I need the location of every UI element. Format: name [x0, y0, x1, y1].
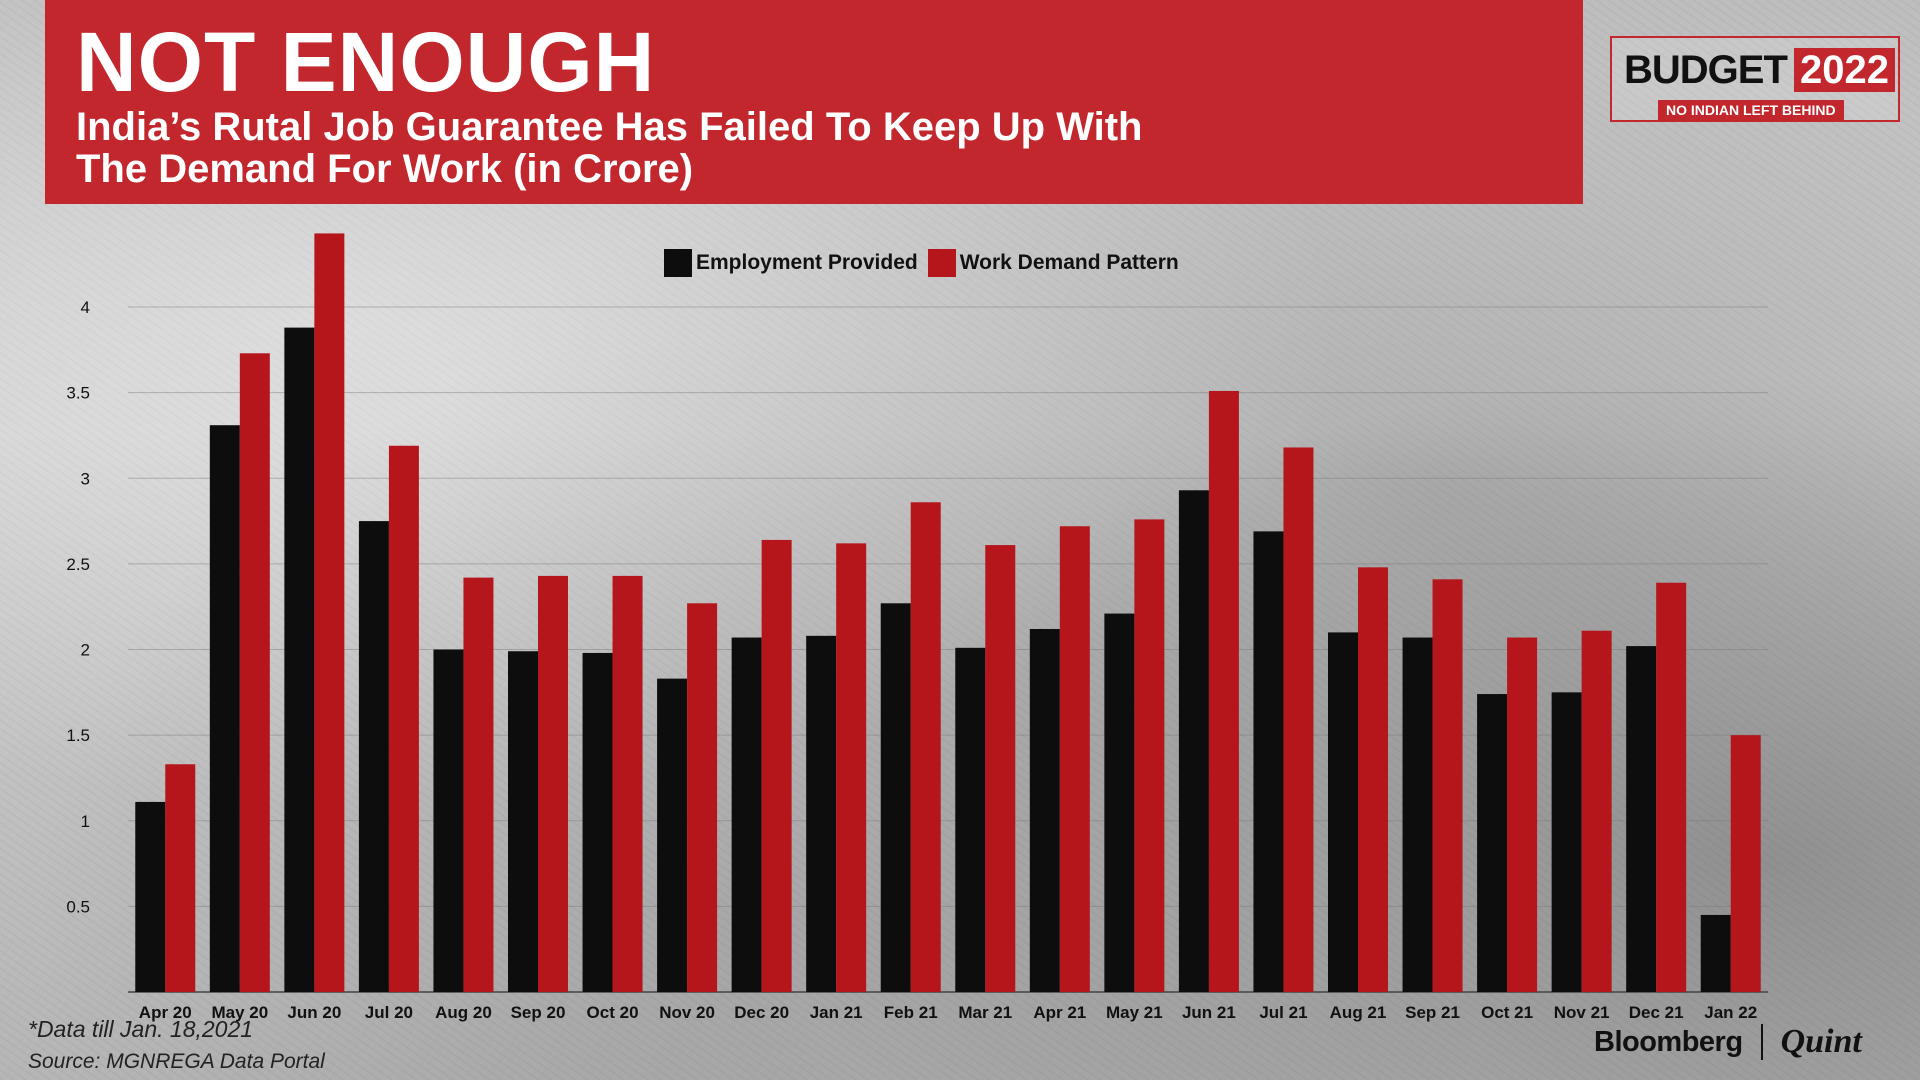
y-tick-label: 0.5 [66, 897, 90, 916]
chart-title: NOT ENOUGH [76, 15, 656, 109]
publisher-logo: Bloomberg Quint [1594, 1022, 1862, 1062]
bar-employment-provided [1104, 613, 1135, 992]
bar-work-demand [1358, 567, 1388, 992]
x-tick-label: Jul 21 [1259, 1003, 1307, 1022]
x-tick-label: Nov 21 [1554, 1003, 1610, 1022]
x-tick-label: Jun 21 [1182, 1003, 1236, 1022]
bar-work-demand [463, 577, 494, 992]
legend-label-demand: Work Demand Pattern [959, 251, 1179, 274]
y-tick-label: 1.5 [66, 726, 90, 745]
bar-employment-provided [1328, 632, 1358, 992]
bar-employment-provided [880, 603, 911, 992]
x-tick-label: Apr 20 [139, 1003, 192, 1022]
x-tick-label: Jun 20 [287, 1003, 341, 1022]
bar-employment-provided [1402, 637, 1433, 992]
legend-swatch-demand [927, 249, 956, 277]
bar-employment-provided [1178, 490, 1209, 992]
bar-employment-provided [1551, 692, 1582, 992]
bar-work-demand [1432, 579, 1463, 992]
bar-employment-provided [358, 521, 389, 992]
title-banner [45, 0, 1583, 204]
bar-work-demand [1730, 735, 1761, 992]
x-tick-label: Dec 20 [734, 1003, 789, 1022]
badge-tagline: NO INDIAN LEFT BEHIND [1658, 100, 1844, 120]
legend-label-employment: Employment Provided [696, 251, 918, 274]
x-tick-label: Aug 20 [435, 1003, 492, 1022]
logo-quint: Quint [1780, 1023, 1862, 1060]
x-tick-label: Jan 22 [1704, 1003, 1757, 1022]
bar-employment-provided [955, 647, 986, 992]
bar-work-demand [612, 575, 643, 992]
bar-work-demand [314, 233, 345, 993]
legend-item-employment: Employment Provided [664, 249, 918, 277]
x-tick-label: Nov 20 [659, 1003, 715, 1022]
legend-swatch-employment [664, 249, 692, 277]
bar-employment-provided [1477, 694, 1508, 992]
bar-work-demand [239, 353, 270, 992]
y-tick-label: 2.5 [66, 555, 90, 574]
x-tick-label: Oct 21 [1481, 1003, 1533, 1022]
bar-work-demand [538, 575, 568, 992]
bar-employment-provided [582, 652, 613, 992]
bar-employment-provided [284, 327, 315, 992]
badge-word: BUDGET [1624, 48, 1788, 92]
bar-work-demand [1581, 630, 1612, 992]
bar-work-demand [761, 539, 792, 992]
y-tick-label: 4 [81, 298, 90, 317]
footnote: *Data till Jan. 18,2021 [28, 1016, 254, 1042]
bar-employment-provided [209, 425, 240, 992]
bar-employment-provided [1626, 646, 1657, 992]
bar-employment-provided [1029, 628, 1060, 992]
badge-year: 2022 [1794, 48, 1895, 92]
bar-employment-provided [731, 637, 762, 992]
bar-work-demand [985, 545, 1016, 992]
x-tick-label: May 20 [211, 1003, 268, 1022]
y-tick-label: 3.5 [66, 384, 90, 403]
y-tick-label: 3 [81, 469, 90, 488]
bar-employment-provided [508, 651, 538, 992]
bar-work-demand [1208, 390, 1239, 992]
bar-employment-provided [433, 649, 464, 992]
x-tick-label: Jul 20 [365, 1003, 413, 1022]
x-tick-label: Dec 21 [1629, 1003, 1684, 1022]
x-tick-label: Apr 21 [1033, 1003, 1086, 1022]
bar-work-demand [1134, 519, 1165, 992]
logo-divider [1760, 1024, 1763, 1060]
bar-employment-provided [1253, 531, 1284, 992]
bar-work-demand [388, 445, 419, 992]
budget-badge: BUDGET 2022 NO INDIAN LEFT BEHIND [1610, 36, 1900, 122]
bar-work-demand [165, 764, 196, 992]
legend-item-demand: Work Demand Pattern [927, 249, 1179, 277]
logo-bloomberg: Bloomberg [1594, 1025, 1743, 1058]
x-tick-label: Mar 21 [958, 1003, 1012, 1022]
bar-work-demand [836, 543, 867, 992]
bar-work-demand [1283, 447, 1314, 992]
source-note: Source: MGNREGA Data Portal [28, 1050, 325, 1073]
bar-work-demand [1656, 582, 1687, 992]
chart-subtitle: India’s Rutal Job Guarantee Has Failed T… [76, 105, 1143, 191]
x-tick-label: Feb 21 [884, 1003, 938, 1022]
bar-work-demand [910, 502, 941, 992]
chart-legend: Employment Provided Work Demand Pattern [664, 248, 1189, 278]
x-tick-label: Oct 20 [587, 1003, 639, 1022]
bar-work-demand [1507, 637, 1538, 992]
bar-employment-provided [1700, 914, 1731, 992]
x-tick-label: Sep 21 [1405, 1003, 1460, 1022]
x-tick-label: May 21 [1106, 1003, 1163, 1022]
bar-employment-provided [657, 678, 688, 992]
x-tick-label: Aug 21 [1330, 1003, 1387, 1022]
x-tick-label: Jan 21 [810, 1003, 863, 1022]
y-tick-label: 1 [81, 812, 90, 831]
bar-work-demand [1059, 526, 1090, 992]
bar-employment-provided [135, 801, 166, 992]
bar-work-demand [687, 603, 718, 992]
y-tick-label: 2 [81, 641, 90, 660]
bar-employment-provided [806, 635, 837, 992]
x-tick-label: Sep 20 [511, 1003, 566, 1022]
